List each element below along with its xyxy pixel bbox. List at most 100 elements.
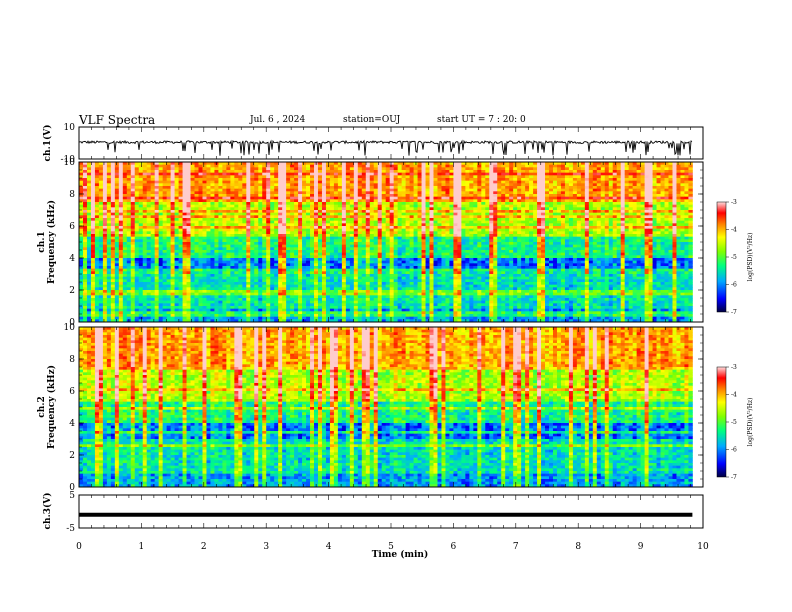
spectrogram-cell — [317, 218, 323, 222]
spectrogram-cell — [90, 194, 96, 198]
spectrogram-cell — [166, 199, 172, 203]
spectrogram-cell — [294, 164, 299, 168]
spectrogram-cell — [361, 162, 367, 166]
spectrogram-cell — [238, 191, 243, 195]
spectrogram-cell — [568, 196, 574, 200]
spectrogram-cell — [437, 231, 442, 235]
spectrogram-cell — [302, 223, 307, 227]
spectrogram-cell — [329, 167, 335, 171]
spectrogram-cell — [314, 170, 319, 174]
spectrogram-cell — [146, 218, 152, 222]
spectrogram-cell — [509, 180, 514, 184]
spectrogram-cell — [417, 167, 422, 171]
spectrogram-cell — [425, 175, 430, 179]
spectrogram-cell — [274, 167, 279, 171]
spectrogram-cell — [230, 162, 235, 166]
spectrogram-cell — [90, 223, 96, 227]
spectrogram-cell — [541, 178, 546, 182]
spectrogram-cell — [357, 196, 363, 200]
spectrogram-cell — [329, 170, 335, 174]
spectrogram-cell — [676, 215, 681, 219]
spectrogram-cell — [421, 231, 426, 235]
spectrogram-cell — [118, 239, 124, 243]
spectrogram-cell — [481, 191, 486, 195]
spectrogram-cell — [465, 215, 470, 219]
spectrogram-cell — [405, 180, 410, 184]
spectrogram-cell — [592, 207, 598, 211]
spectrogram-cell — [473, 170, 478, 174]
spectrogram-cell — [246, 186, 251, 190]
spectrogram-cell — [525, 218, 530, 222]
spectrogram-cell — [234, 210, 239, 214]
spectrogram-cell — [584, 194, 590, 198]
spectrogram-cell — [314, 191, 319, 195]
spectrogram-cell — [118, 234, 124, 238]
spectrogram-cell — [162, 180, 168, 184]
spectrogram-cell — [441, 199, 446, 203]
spectrogram-cell — [688, 178, 693, 182]
spectrogram-cell — [592, 178, 598, 182]
spectrogram-cell — [254, 210, 259, 214]
spectrogram-cell — [230, 202, 235, 206]
spectrogram-cell — [286, 170, 291, 174]
spectrogram-cell — [640, 175, 645, 179]
spectrogram-cell — [138, 186, 144, 190]
spectrogram-cell — [600, 220, 606, 224]
spectrogram-cell — [457, 218, 462, 222]
spectrogram-cell — [560, 212, 566, 216]
spectrogram-cell — [222, 236, 227, 240]
spectrogram-cell — [218, 218, 223, 222]
spectrogram-cell — [417, 175, 422, 179]
spectrogram-cell — [509, 236, 514, 240]
spectrogram-cell — [664, 228, 669, 232]
spectrogram-cell — [640, 228, 645, 232]
spectrogram-cell — [369, 170, 375, 174]
spectrogram-cell — [684, 207, 689, 211]
spectrogram-cell — [628, 191, 634, 195]
spectrogram-cell — [282, 175, 287, 179]
spectrogram-cell — [317, 244, 323, 248]
spectrogram-cell — [226, 210, 231, 214]
spectrogram-cell — [250, 226, 255, 230]
spectrogram-cell — [672, 164, 677, 168]
spectrogram-cell — [329, 215, 335, 219]
spectrogram-cell — [668, 226, 673, 230]
spectrogram-cell — [190, 226, 195, 230]
spectrogram-cell — [493, 239, 498, 243]
spectrogram-cell — [122, 164, 128, 168]
spectrogram-cell — [668, 167, 673, 171]
spectrogram-cell — [138, 223, 144, 227]
spectrogram-cell — [202, 244, 207, 248]
spectrogram-cell — [684, 162, 689, 166]
spectrogram-cell — [377, 226, 383, 230]
spectrogram-cell — [604, 164, 610, 168]
spectrogram-cell — [485, 220, 490, 224]
spectrogram-cell — [552, 170, 558, 174]
spectrogram-cell — [648, 242, 653, 246]
spectrogram-cell — [477, 226, 482, 230]
spectrogram-cell — [170, 199, 175, 203]
spectrogram-cell — [290, 207, 295, 211]
spectrogram-cell — [680, 188, 685, 192]
spectrogram-cell — [608, 239, 614, 243]
spectrogram-cell — [321, 244, 327, 248]
spectrogram-cell — [624, 175, 630, 179]
spectrogram-cell — [549, 212, 554, 216]
spectrogram-cell — [485, 204, 490, 208]
spectrogram-cell — [644, 175, 649, 179]
spectrogram-cell — [290, 202, 295, 206]
spectrogram-cell — [640, 186, 645, 190]
spectrogram-cell — [684, 194, 689, 198]
spectrogram-cell — [564, 234, 570, 238]
spectrogram-cell — [353, 226, 359, 230]
spectrogram-cell — [82, 162, 88, 166]
spectrogram-cell — [552, 194, 558, 198]
spectrogram-cell — [584, 212, 590, 216]
spectrogram-cell — [493, 175, 498, 179]
spectrogram-cell — [664, 175, 669, 179]
spectrogram-cell — [306, 239, 311, 243]
spectrogram-cell — [429, 226, 434, 230]
spectrogram-cell — [584, 191, 590, 195]
spectrogram-cell — [549, 220, 554, 224]
spectrogram-cell — [210, 180, 215, 184]
